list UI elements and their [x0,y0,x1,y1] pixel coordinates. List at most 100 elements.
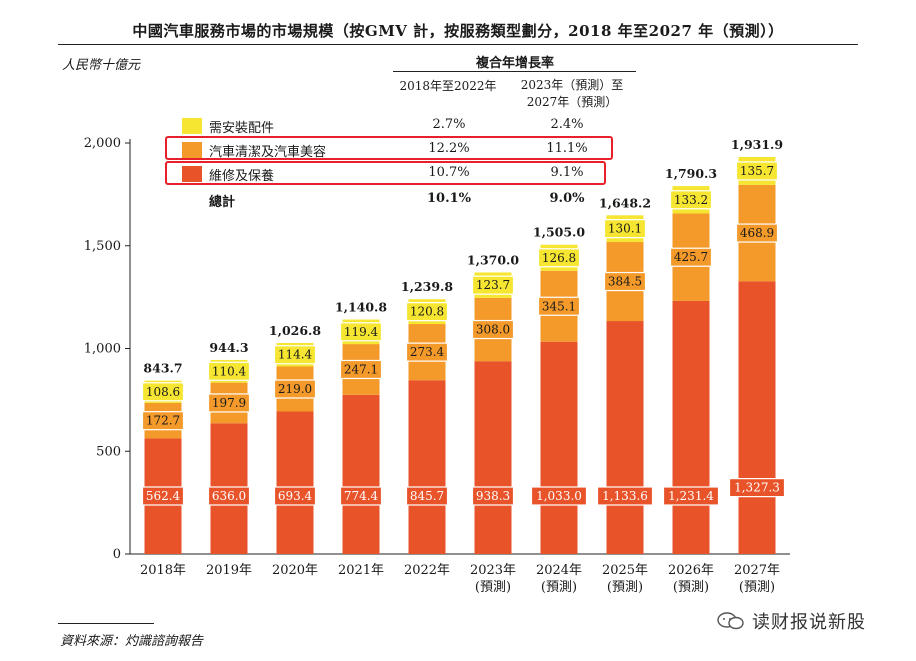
total-label: 1,026.8 [269,323,321,338]
data-label: 114.4 [278,348,313,362]
data-label-bg [471,486,515,506]
legend-row-repair: 維修及保養 10.7% 9.1% [182,164,622,184]
cagr-value-2: 2.4% [550,117,584,132]
highlight-box-repair [165,161,606,185]
data-label: 562.4 [146,489,181,503]
data-label-bg [273,345,317,365]
data-label: 1,327.3 [734,481,780,495]
data-label: 247.1 [344,362,378,376]
x-tick-sublabel: (預測) [541,580,577,595]
data-label: 1,231.4 [668,489,714,503]
data-label-bg [141,382,185,402]
bar-segment [408,380,446,554]
cagr-col2-line1: 2023年（預測）至 [520,78,624,92]
cagr-col1-header: 2018年至2022年 [399,79,497,93]
cagr-total-2: 9.0% [549,191,585,206]
data-label-bg [273,379,317,399]
cagr-value-1: 12.2% [428,141,470,156]
cagr-value-1: 2.7% [432,117,466,132]
bar-segment [672,300,710,554]
data-label-bg [537,296,581,316]
total-label: 1,239.8 [401,279,453,294]
x-tick-label: 2023年 [470,563,516,578]
data-label-bg [537,248,581,268]
data-label-bg [339,359,383,380]
data-label: 135.7 [740,164,774,178]
data-label: 693.4 [278,489,313,503]
data-label: 108.6 [146,385,180,399]
legend-row-total: 總計 10.1% 9.0% [182,190,622,210]
data-label: 119.4 [344,325,379,339]
total-label: 1,790.3 [665,166,717,181]
x-tick-label: 2020年 [272,563,318,578]
data-label: 345.1 [542,299,576,313]
wechat-icon [717,612,744,630]
legend-label: 汽車清潔及汽車美容 [209,145,327,160]
data-label-bg [735,223,779,243]
data-label-bg [735,161,779,181]
data-label: 1,033.0 [536,489,582,503]
source-rule [58,623,154,624]
x-tick-label: 2027年 [734,563,780,578]
data-label-bg [207,486,251,506]
data-label: 172.7 [146,414,180,428]
legend-label: 需安裝配件 [209,121,275,136]
y-axis-unit: 人民幣十億元 [62,58,141,73]
cagr-total-1: 10.1% [426,191,471,206]
data-label: 123.7 [476,278,510,292]
data-label-bg [669,247,713,267]
cagr-col2-header: 2023年（預測）至 2027年（預測） [508,77,636,111]
bar-segment [276,411,314,554]
data-label-bg [339,486,383,506]
x-tick-label: 2018年 [140,563,186,578]
x-tick-sublabel: (預測) [739,580,775,595]
y-tick-label: 500 [96,444,121,459]
data-label-bg [662,486,720,506]
legend-label: 維修及保養 [209,169,275,184]
data-label: 308.0 [476,323,510,337]
data-label-bg [405,486,449,506]
total-label: 總計 [209,195,236,210]
data-label: 126.8 [542,251,576,265]
data-label-bg [207,361,251,381]
source-note: 資料來源：灼識諮詢報告 [60,634,204,649]
total-label: 1,931.9 [731,137,783,152]
x-tick-label: 2021年 [338,563,384,578]
data-label: 774.4 [344,489,379,503]
y-tick-label: 0 [113,547,121,562]
x-tick-label: 2025年 [602,563,648,578]
data-label-bg [603,219,647,239]
legend-row-cleaning: 汽車清潔及汽車美容 12.2% 11.1% [182,140,622,160]
data-label-bg [405,302,449,322]
bar-segment [606,321,644,554]
x-tick-label: 2024年 [536,563,582,578]
data-label-bg [471,275,515,295]
y-tick-label: 1,000 [84,342,121,357]
cagr-heading: 複合年增長率 [475,56,554,71]
bar-segment [738,281,776,554]
cagr-value-1: 10.7% [428,165,470,180]
data-label-bg [273,486,317,506]
data-label: 384.5 [608,275,642,289]
cagr-rule [393,71,636,72]
total-label: 1,140.8 [335,300,387,315]
chart-title: 中國汽車服務市場的市場規模（按GMV 計，按服務類型劃分，2018 年至2027… [132,22,784,40]
x-tick-label: 2019年 [206,563,252,578]
data-label: 938.3 [476,489,510,503]
watermark: 读财报说新股 [752,612,866,633]
y-tick-label: 1,500 [84,239,121,254]
x-tick-sublabel: (預測) [475,580,511,595]
data-label: 636.0 [212,489,246,503]
total-label: 1,505.0 [533,225,585,240]
data-label: 110.4 [212,364,247,378]
data-label-bg [603,271,647,292]
legend-swatch-repair [182,166,202,182]
bar-segment [540,341,578,554]
data-label-bg [405,342,449,362]
data-label: 133.2 [674,193,708,207]
total-label: 843.7 [143,361,182,376]
data-label-bg [471,319,515,340]
cagr-value-2: 11.1% [546,141,588,156]
x-tick-sublabel: (預測) [673,580,709,595]
legend-swatch-accessories [182,118,202,134]
